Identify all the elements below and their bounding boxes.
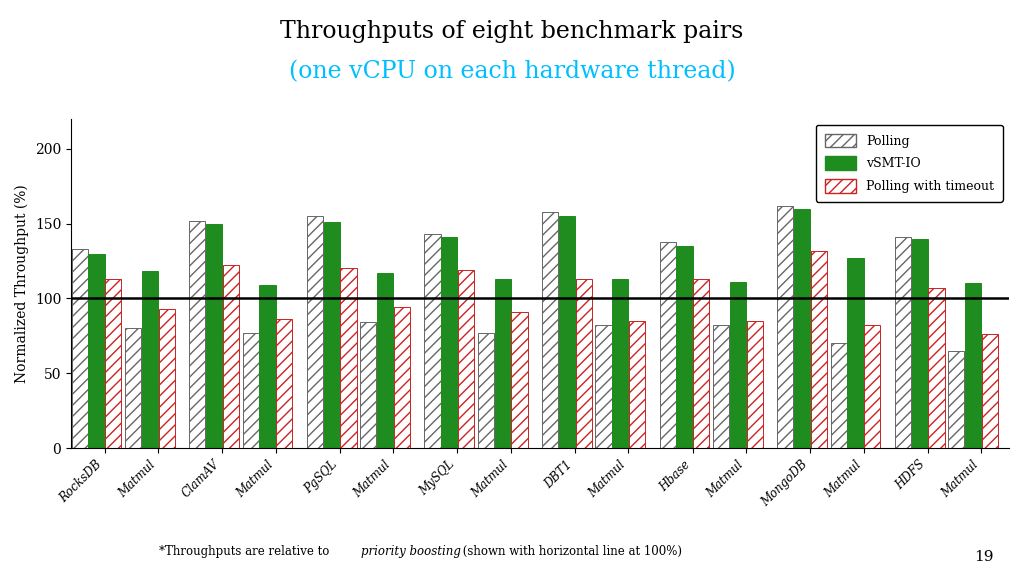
Bar [794, 209, 810, 448]
Bar [629, 321, 645, 448]
Bar [830, 343, 847, 448]
Bar [243, 333, 259, 448]
Bar [848, 258, 863, 448]
Bar [276, 320, 293, 448]
Bar [324, 222, 340, 448]
Bar [223, 266, 239, 448]
Bar [458, 270, 474, 448]
Bar [159, 309, 175, 448]
Bar [982, 335, 998, 448]
Bar [307, 216, 323, 448]
Bar [189, 221, 206, 448]
Bar [677, 246, 692, 448]
Bar [478, 333, 494, 448]
Text: 19: 19 [974, 551, 993, 564]
Y-axis label: Normalized Throughput (%): Normalized Throughput (%) [15, 184, 30, 383]
Bar [259, 285, 275, 448]
Bar [713, 325, 729, 448]
Bar [693, 279, 710, 448]
Bar [746, 321, 763, 448]
Bar [575, 279, 592, 448]
Bar [360, 323, 377, 448]
Bar [424, 234, 440, 448]
Bar [511, 312, 527, 448]
Bar [495, 279, 511, 448]
Bar [595, 325, 611, 448]
Text: (shown with horizontal line at 100%): (shown with horizontal line at 100%) [459, 544, 682, 558]
Bar [394, 308, 410, 448]
Bar [929, 288, 945, 448]
Text: Throughputs of eight benchmark pairs: Throughputs of eight benchmark pairs [281, 20, 743, 43]
Bar [377, 273, 393, 448]
Text: (one vCPU on each hardware thread): (one vCPU on each hardware thread) [289, 60, 735, 84]
Bar [965, 283, 981, 448]
Bar [948, 351, 965, 448]
Legend: Polling, vSMT-IO, Polling with timeout: Polling, vSMT-IO, Polling with timeout [816, 125, 1002, 202]
Text: *Throughputs are relative to: *Throughputs are relative to [159, 544, 333, 558]
Bar [612, 279, 629, 448]
Bar [141, 271, 158, 448]
Text: priority boosting: priority boosting [361, 544, 462, 558]
Bar [441, 237, 458, 448]
Bar [340, 268, 356, 448]
Bar [811, 251, 827, 448]
Bar [72, 249, 88, 448]
Bar [895, 237, 911, 448]
Bar [864, 325, 881, 448]
Bar [659, 241, 676, 448]
Bar [911, 238, 928, 448]
Bar [88, 253, 104, 448]
Bar [206, 223, 222, 448]
Bar [730, 282, 745, 448]
Bar [559, 216, 575, 448]
Bar [542, 211, 558, 448]
Bar [105, 279, 122, 448]
Bar [777, 206, 794, 448]
Text: *Throughputs are relative to priority boosting (shown with horizontal line at 10: *Throughputs are relative to priority bo… [263, 544, 761, 558]
Bar [125, 328, 141, 448]
